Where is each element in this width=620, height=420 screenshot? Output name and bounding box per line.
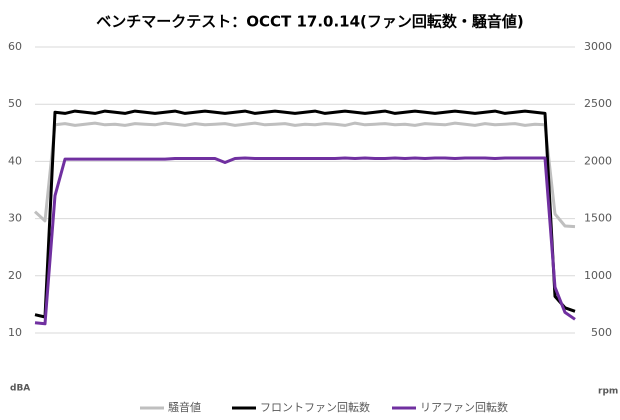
y-tick-label: 40 xyxy=(8,154,22,167)
y-tick-label: 30 xyxy=(8,212,22,225)
y-tick-label: 20 xyxy=(8,269,22,282)
data-line xyxy=(34,156,576,326)
y2-tick-label: 1000 xyxy=(584,269,612,282)
y2-tick-label: 2000 xyxy=(584,154,612,167)
legend-label: フロントファン回転数 xyxy=(260,401,370,414)
y-tick-label: 10 xyxy=(8,326,22,339)
y-axis-label: dBA xyxy=(10,384,30,394)
y2-axis-label: rpm xyxy=(598,387,618,397)
chart-title: ベンチマークテスト：OCCT 17.0.14(ファン回転数・騒音値) xyxy=(96,13,524,31)
y-tick-label: 50 xyxy=(8,97,22,110)
y2-tick-label: 1500 xyxy=(584,212,612,225)
y2-tick-label: 500 xyxy=(591,326,612,339)
data-line xyxy=(33,121,576,229)
legend-label: 騒音値 xyxy=(168,400,201,414)
legend-label: リアファン回転数 xyxy=(420,401,508,414)
y-tick-label: 60 xyxy=(8,40,22,53)
y2-tick-label: 2500 xyxy=(584,97,612,110)
data-line xyxy=(34,109,576,319)
y2-tick-label: 3000 xyxy=(584,40,612,53)
